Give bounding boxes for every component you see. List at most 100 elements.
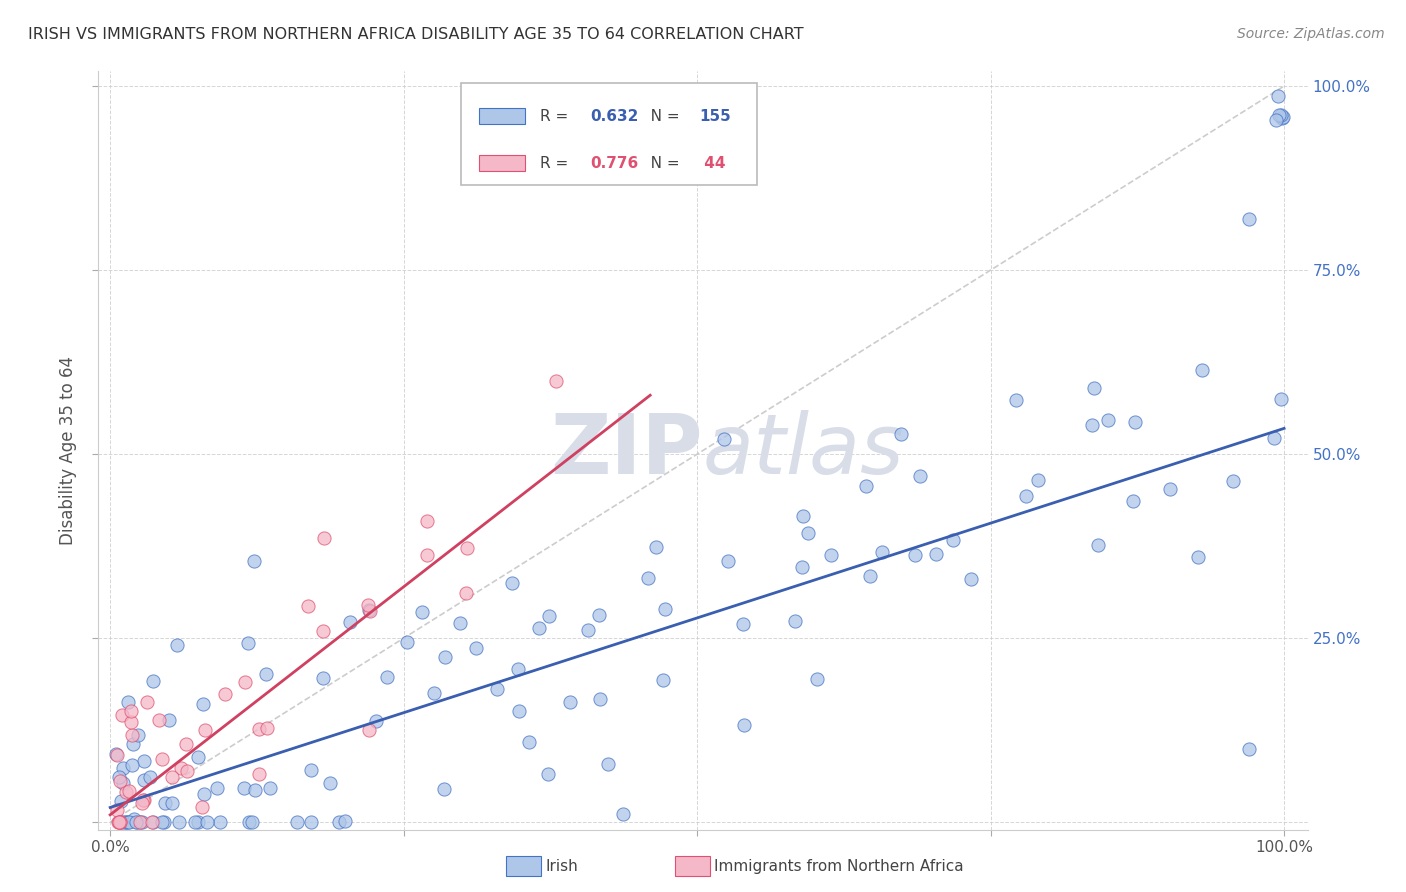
Point <box>508 705 530 719</box>
Text: atlas: atlas <box>703 410 904 491</box>
Point <box>285 815 308 830</box>
Point <box>486 682 509 697</box>
Point <box>114 815 136 830</box>
Point <box>115 785 138 799</box>
Point <box>176 764 198 778</box>
Point <box>247 723 270 737</box>
Point <box>1191 362 1213 376</box>
Point <box>117 695 139 709</box>
Point <box>120 704 142 718</box>
Point <box>134 773 156 788</box>
Y-axis label: Disability Age 35 to 64: Disability Age 35 to 64 <box>59 356 77 545</box>
Point <box>537 609 560 624</box>
Point <box>395 634 418 648</box>
Point <box>375 670 398 684</box>
Point <box>108 815 131 830</box>
Text: R =: R = <box>540 156 572 171</box>
Point <box>243 554 266 568</box>
Point <box>112 761 135 775</box>
Point <box>433 650 456 665</box>
Point <box>855 479 877 493</box>
Point <box>1263 431 1285 445</box>
Point <box>233 675 256 690</box>
Point <box>150 815 173 830</box>
Text: R =: R = <box>540 110 572 124</box>
Point <box>121 728 143 742</box>
Point <box>259 781 281 796</box>
Point <box>1270 108 1292 122</box>
Point <box>359 603 381 617</box>
Point <box>118 815 141 830</box>
Point <box>114 815 136 830</box>
Point <box>1268 107 1291 121</box>
Point <box>411 605 433 619</box>
Point <box>1267 89 1289 103</box>
Point <box>121 757 143 772</box>
Point <box>717 554 740 568</box>
Point <box>232 780 254 795</box>
Point <box>150 752 173 766</box>
Point <box>124 812 146 826</box>
Point <box>205 780 228 795</box>
Point <box>297 599 319 614</box>
FancyBboxPatch shape <box>479 108 526 125</box>
Point <box>806 673 828 687</box>
Point <box>357 598 380 612</box>
Point <box>423 686 446 700</box>
Point <box>128 815 150 830</box>
Point <box>319 776 342 790</box>
Point <box>357 723 380 738</box>
Point <box>612 807 634 822</box>
Point <box>870 545 893 559</box>
Point <box>433 781 456 796</box>
Point <box>1187 550 1209 565</box>
Point <box>576 624 599 638</box>
Point <box>193 723 215 738</box>
Point <box>925 547 948 561</box>
Point <box>131 797 153 811</box>
Point <box>111 707 134 722</box>
Point <box>299 764 322 778</box>
FancyBboxPatch shape <box>479 155 526 171</box>
Point <box>167 815 190 830</box>
Point <box>546 374 568 388</box>
Point <box>193 788 215 802</box>
Point <box>959 572 981 586</box>
Point <box>108 815 131 830</box>
Point <box>415 514 437 528</box>
Point <box>1081 418 1104 433</box>
Point <box>1122 494 1144 508</box>
Point <box>197 815 219 830</box>
Point <box>333 814 356 828</box>
Point <box>127 728 149 742</box>
Point <box>456 541 478 556</box>
Point <box>142 674 165 689</box>
Point <box>125 815 148 830</box>
Point <box>312 624 335 638</box>
Point <box>1270 392 1292 406</box>
Point <box>191 800 214 814</box>
Point <box>517 735 540 749</box>
Point <box>1087 538 1109 552</box>
Point <box>105 748 128 763</box>
Text: 44: 44 <box>699 156 725 171</box>
Point <box>890 426 912 441</box>
Point <box>1271 111 1294 125</box>
Point <box>1237 741 1260 756</box>
Point <box>501 575 523 590</box>
Point <box>214 687 236 701</box>
Text: Source: ZipAtlas.com: Source: ZipAtlas.com <box>1237 27 1385 41</box>
Point <box>589 691 612 706</box>
Point <box>312 531 335 545</box>
Point <box>125 815 148 830</box>
Point <box>1015 489 1038 503</box>
Point <box>820 548 842 562</box>
Text: 155: 155 <box>699 110 731 124</box>
Point <box>256 721 278 735</box>
Point <box>416 549 439 563</box>
Point <box>645 541 668 555</box>
Point <box>1264 113 1286 128</box>
Point <box>713 432 735 446</box>
Point <box>184 815 207 830</box>
Point <box>1004 392 1026 407</box>
